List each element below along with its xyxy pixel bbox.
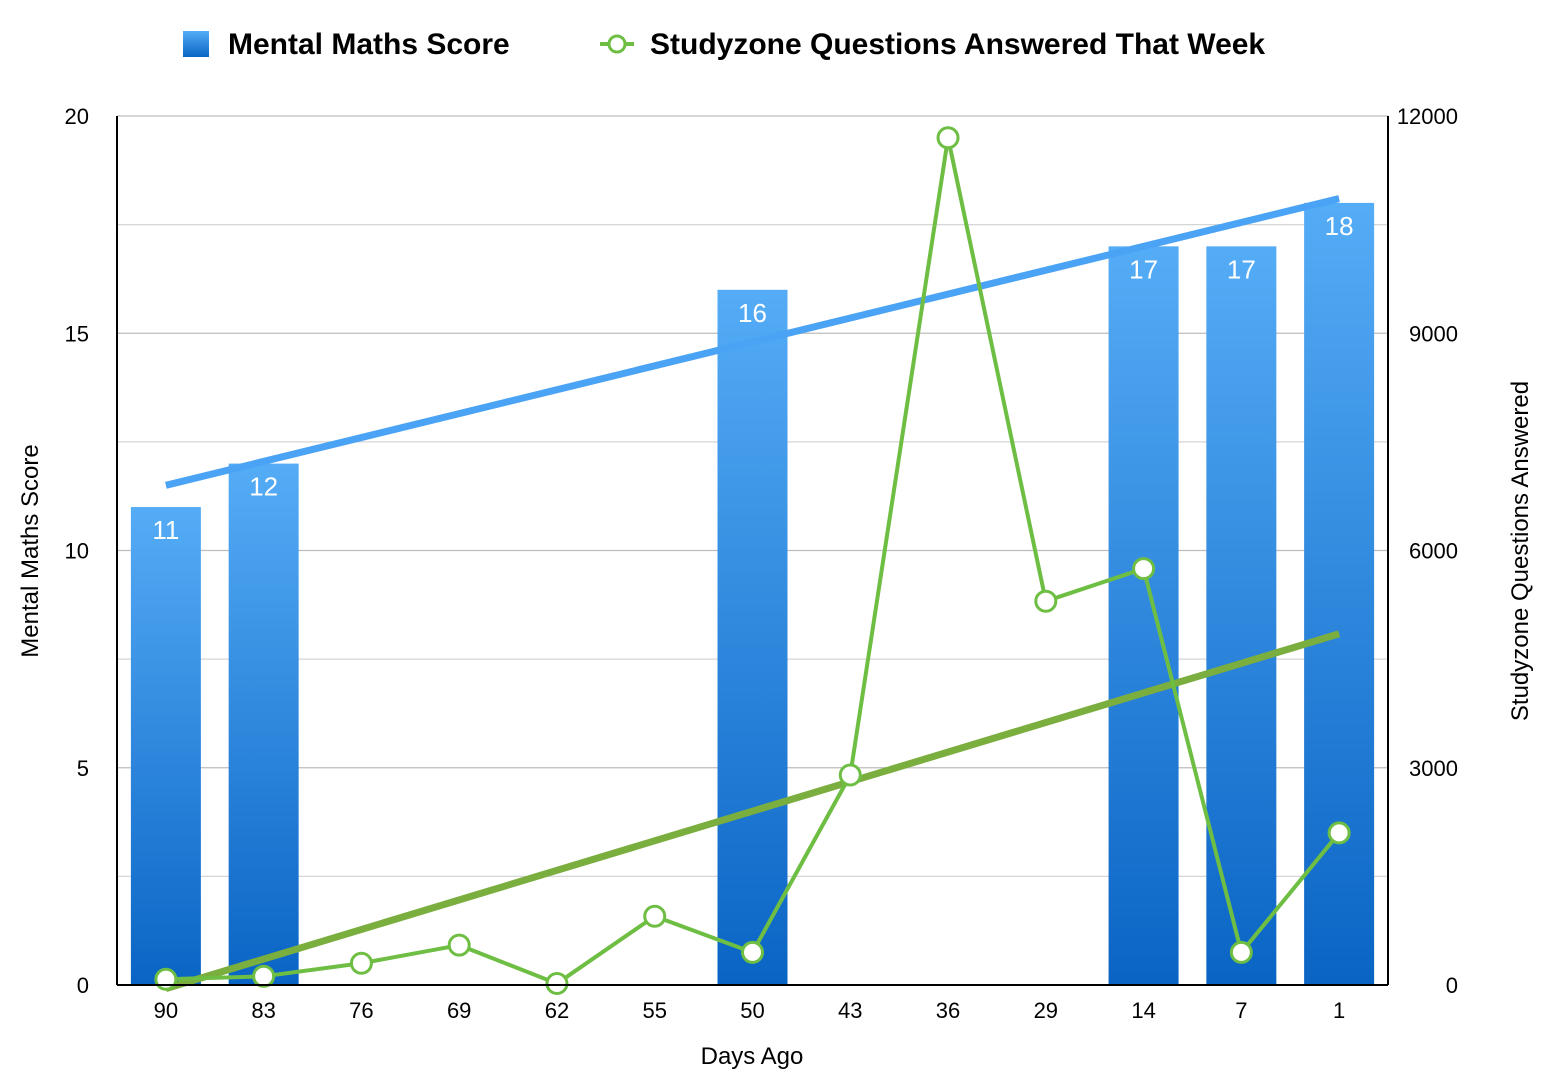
bar-data-label: 12 [249,472,278,502]
y-tick-label: 15 [65,321,89,346]
y-tick-label: 20 [65,104,89,129]
trendline-mental-maths [165,195,1340,489]
tick-labels: 0 5 10 15 20 0 3000 6000 9000 12000 90 83 76 69 62 55 50… [65,104,1458,1023]
bar [1108,246,1179,986]
y2-tick-label: 6000 [1409,539,1458,564]
bar [717,289,788,985]
legend: Mental Maths Score Studyzone Questions A… [183,28,1265,61]
x-tick-label: 83 [251,998,275,1023]
line-point [1132,557,1156,581]
x-tick-label: 55 [642,998,666,1023]
line-point [447,933,471,957]
legend-swatch-line [600,34,634,54]
trendline-studyzone [164,630,1341,992]
bar-data-label: 16 [738,298,767,328]
y2-tick-label: 12000 [1397,104,1458,129]
bars: 11 12 16 17 17 18 [130,202,1375,986]
line-point [1229,940,1253,964]
bar [228,463,299,986]
legend-swatch-bar [183,31,209,57]
x-tick-label: 69 [447,998,471,1023]
y2-tick-label: 3000 [1409,756,1458,781]
line-point [643,904,667,928]
axes [116,116,1389,986]
line-point [1327,821,1351,845]
x-tick-label: 36 [936,998,960,1023]
y-tick-label: 5 [77,756,89,781]
x-tick-label: 7 [1235,998,1247,1023]
x-tick-label: 76 [349,998,373,1023]
bar-data-label: 18 [1325,211,1354,241]
y-axis-title: Mental Maths Score [17,444,44,657]
line-point [252,964,276,988]
bar-data-label: 17 [1227,254,1256,284]
x-tick-label: 62 [545,998,569,1023]
line-point [349,951,373,975]
line-point [545,972,569,996]
x-tick-label: 90 [154,998,178,1023]
line-point [838,763,862,787]
line-point [154,967,178,991]
y2-tick-label: 0 [1446,973,1458,998]
x-axis-title: Days Ago [701,1043,804,1070]
y-tick-label: 0 [77,973,89,998]
x-tick-label: 1 [1333,998,1345,1023]
y-tick-label: 10 [65,539,89,564]
bar-data-label: 11 [152,515,179,545]
bar-data-label: 17 [1129,254,1158,284]
line-point [1034,589,1058,613]
legend-label-mental-maths: Mental Maths Score [228,28,510,61]
bar [1206,246,1277,986]
bar [130,507,201,985]
bar [1304,202,1375,985]
y2-axis-title: Studyzone Questions Answered [1507,381,1534,721]
trendlines [164,195,1341,992]
line-series [154,126,1351,996]
x-tick-label: 43 [838,998,862,1023]
x-tick-label: 50 [740,998,764,1023]
x-tick-label: 29 [1034,998,1058,1023]
x-tick-label: 14 [1131,998,1155,1023]
line-point [741,940,764,964]
legend-label-studyzone: Studyzone Questions Answered That Week [650,28,1265,61]
line-point [936,126,960,150]
y2-tick-label: 9000 [1409,321,1458,346]
